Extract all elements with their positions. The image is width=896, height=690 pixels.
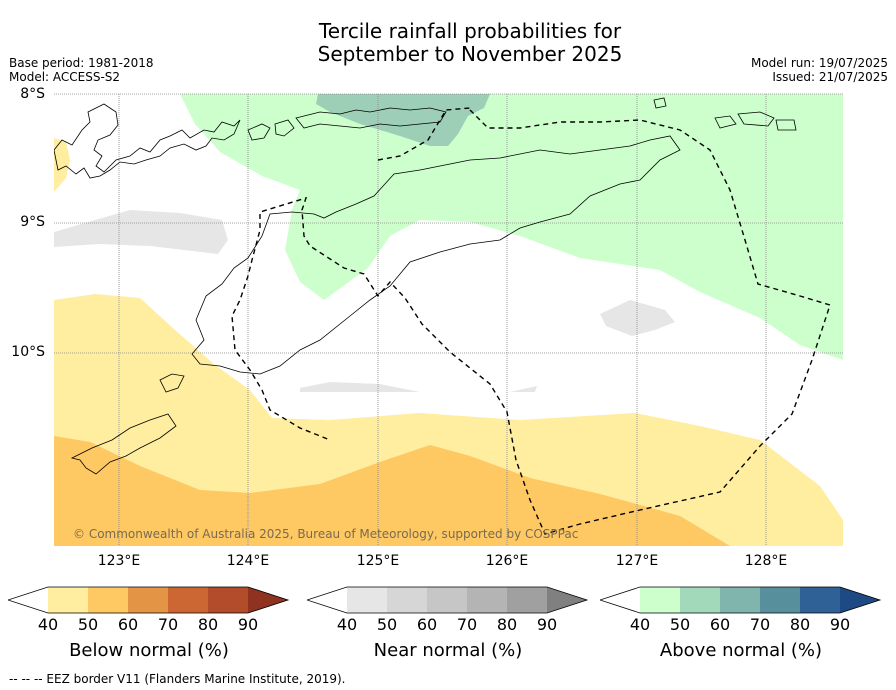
above-tick-80: 80 <box>789 615 811 634</box>
sumba-east-coastline <box>70 413 177 475</box>
near-tick-90: 90 <box>536 615 558 634</box>
below-tick-50: 50 <box>77 615 99 634</box>
near-normal-patch-south <box>300 382 420 392</box>
colorbar-above-normal <box>600 586 882 614</box>
wetar-coastline <box>295 107 447 129</box>
lat-label-9s: 9°S <box>20 214 45 230</box>
kisar-coastline <box>653 97 667 109</box>
pantar-coastline <box>274 119 295 137</box>
above-normal-60-region <box>316 94 490 146</box>
model-run: Model run: 19/07/2025 <box>750 56 888 70</box>
alor-coastline <box>247 123 271 141</box>
cbar-near-swatch-5 <box>507 587 547 613</box>
cbar-near-swatch-2 <box>387 587 427 613</box>
base-period: Base period: 1981-2018 <box>9 56 154 70</box>
lon-label-128e: 128°E <box>744 553 788 569</box>
roti-coastline <box>159 373 185 393</box>
cbar-below-swatch-3 <box>128 587 168 613</box>
near-tick-60: 60 <box>416 615 438 634</box>
timor-coastline <box>191 135 681 375</box>
colorbar-below-normal <box>8 586 290 614</box>
copyright-notice: © Commonwealth of Australia 2025, Bureau… <box>73 527 579 541</box>
cbar-above-swatch-5 <box>800 587 840 613</box>
below-tick-90: 90 <box>237 615 259 634</box>
lat-label-8s: 8°S <box>20 86 45 102</box>
cbar-near-swatch-1 <box>347 587 387 613</box>
below-tick-80: 80 <box>197 615 219 634</box>
title-line-1: Tercile rainfall probabilities for <box>318 19 622 43</box>
cbar-above-swatch-2 <box>680 587 720 613</box>
above-tick-60: 60 <box>709 615 731 634</box>
eez-border-north <box>377 107 471 161</box>
above-normal-title: Above normal (%) <box>659 640 823 661</box>
cbar-near-swatch-0 <box>307 587 347 613</box>
cbar-above-swatch-4 <box>760 587 800 613</box>
issued-date: Issued: 21/07/2025 <box>772 70 888 84</box>
above-tick-90: 90 <box>829 615 851 634</box>
cbar-near-swatch-3 <box>427 587 467 613</box>
near-normal-patch-south-small <box>510 386 537 392</box>
near-tick-50: 50 <box>376 615 398 634</box>
map-gridlines <box>54 93 843 546</box>
meta-left: Base period: 1981-2018 Model: ACCESS-S2 <box>9 56 154 84</box>
chart-title: Tercile rainfall probabilities for Septe… <box>0 20 896 66</box>
below-normal-title: Below normal (%) <box>69 640 229 661</box>
lon-label-123e: 123°E <box>97 553 141 569</box>
map-fill-layer <box>54 94 843 546</box>
near-tick-70: 70 <box>456 615 478 634</box>
lon-label-126e: 126°E <box>485 553 529 569</box>
eez-footnote: -- -- -- EEZ border V11 (Flanders Marine… <box>9 672 346 686</box>
near-normal-patch-west <box>54 210 228 254</box>
above-tick-50: 50 <box>669 615 691 634</box>
cbar-near-outline <box>307 586 589 614</box>
colorbar-near-normal <box>307 586 589 614</box>
cbar-below-swatch-1 <box>48 587 88 613</box>
cbar-below-swatch-6 <box>248 587 288 613</box>
cbar-above-swatch-1 <box>640 587 680 613</box>
lon-label-124e: 124°E <box>226 553 270 569</box>
cbar-above-swatch-0 <box>600 587 640 613</box>
cbar-below-swatch-2 <box>88 587 128 613</box>
meta-right: Model run: 19/07/2025 Issued: 21/07/2025 <box>751 56 888 84</box>
lon-label-127e: 127°E <box>615 553 659 569</box>
moa-coastline <box>737 111 775 127</box>
eez-border <box>231 109 831 535</box>
coastlines <box>54 97 797 475</box>
above-tick-40: 40 <box>629 615 651 634</box>
near-tick-80: 80 <box>496 615 518 634</box>
cbar-above-swatch-6 <box>840 587 880 613</box>
below-tick-60: 60 <box>117 615 139 634</box>
model-name: Model: ACCESS-S2 <box>9 70 121 84</box>
near-normal-patch-east <box>600 300 675 336</box>
cbar-below-swatch-5 <box>208 587 248 613</box>
near-normal-title: Near normal (%) <box>373 640 523 661</box>
below-tick-40: 40 <box>37 615 59 634</box>
leti-coastline <box>714 115 737 129</box>
cbar-below-swatch-4 <box>168 587 208 613</box>
below-normal-50-left-patch <box>54 138 70 192</box>
title-line-2: September to November 2025 <box>317 42 623 66</box>
above-normal-50-region <box>180 94 843 360</box>
cbar-below-swatch-0 <box>8 587 48 613</box>
cbar-above-outline <box>600 586 882 614</box>
below-normal-50-region <box>54 294 843 546</box>
cbar-near-swatch-4 <box>467 587 507 613</box>
cbar-near-swatch-6 <box>547 587 587 613</box>
below-tick-70: 70 <box>157 615 179 634</box>
lon-label-125e: 125°E <box>356 553 400 569</box>
near-tick-40: 40 <box>336 615 358 634</box>
above-tick-70: 70 <box>749 615 771 634</box>
lakor-coastline <box>775 119 797 131</box>
flores-coastline <box>54 103 241 179</box>
below-normal-60-region <box>54 436 730 546</box>
lat-label-10s: 10°S <box>11 344 45 360</box>
cbar-below-outline <box>8 586 290 614</box>
cbar-above-swatch-3 <box>720 587 760 613</box>
